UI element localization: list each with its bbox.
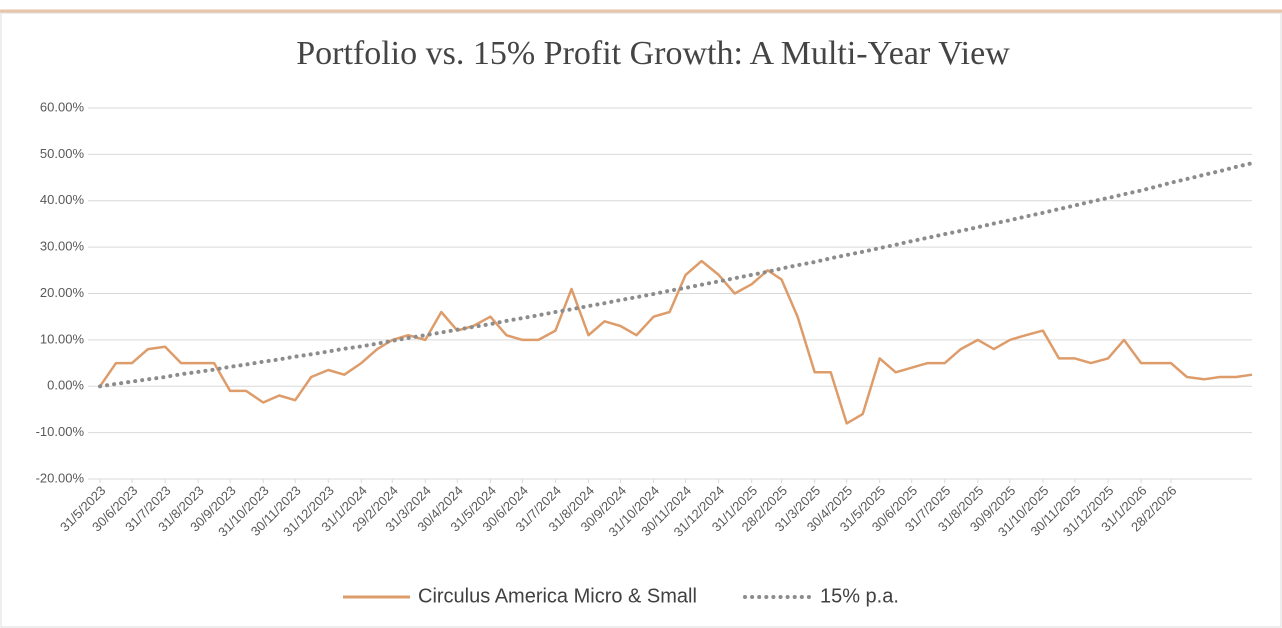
y-tick-label: 40.00% xyxy=(40,192,85,207)
series-line xyxy=(98,259,1253,425)
legend-label: 15% p.a. xyxy=(820,585,899,607)
y-tick-label: 0.00% xyxy=(47,378,84,393)
y-tick-label: 50.00% xyxy=(40,146,85,161)
y-tick-label: 30.00% xyxy=(40,239,85,254)
y-tick-label: 10.00% xyxy=(40,331,85,346)
chart-title: Portfolio vs. 15% Profit Growth: A Multi… xyxy=(296,35,1010,72)
legend-label: Circulus America Micro & Small xyxy=(418,585,697,607)
y-tick-label: 20.00% xyxy=(40,285,85,300)
y-tick-label: 60.00% xyxy=(40,99,85,114)
chart-frame xyxy=(0,12,1282,628)
y-tick-label: -20.00% xyxy=(36,470,85,485)
y-tick-label: -10.00% xyxy=(36,424,85,439)
series-line xyxy=(98,161,1254,389)
